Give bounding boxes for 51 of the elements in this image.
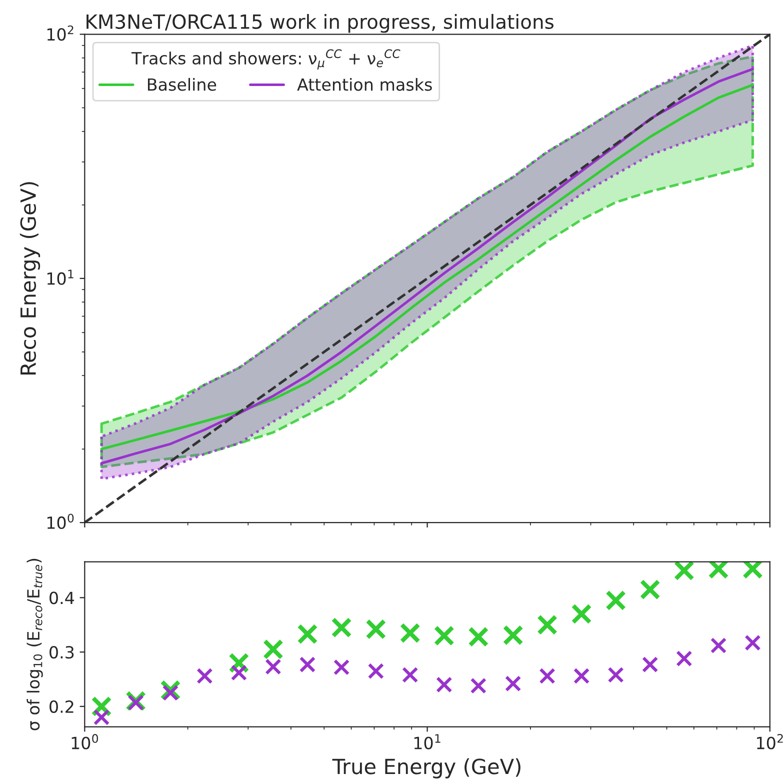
- y-tick-label: 0.4: [50, 592, 74, 604]
- point: [640, 579, 660, 600]
- point: [470, 678, 487, 694]
- point: [744, 634, 761, 651]
- point: [331, 617, 352, 638]
- point: [434, 625, 454, 646]
- point: [502, 624, 524, 646]
- point: [468, 626, 489, 648]
- point: [93, 709, 110, 726]
- point: [366, 618, 386, 640]
- point: [536, 614, 558, 636]
- legend-label: Baseline: [148, 78, 216, 91]
- point: [230, 664, 248, 681]
- point: [710, 637, 727, 654]
- point: [608, 666, 624, 683]
- point: [674, 562, 694, 581]
- x-tick-label: 10$^{0}$: [72, 734, 98, 750]
- point: [571, 604, 592, 624]
- point: [605, 590, 626, 611]
- point: [162, 684, 179, 701]
- point: [196, 668, 213, 684]
- point: [676, 650, 692, 667]
- x-tick-label: 10$^{1}$: [414, 734, 440, 750]
- x-tick-label: 10$^{2}$: [757, 734, 783, 750]
- y-tick-label: 10$^{2}$: [47, 25, 74, 41]
- legend-label: Attention masks: [297, 78, 432, 91]
- point: [297, 624, 318, 644]
- point: [504, 675, 522, 692]
- y-tick-label: 0.3: [50, 646, 74, 659]
- point: [333, 659, 350, 676]
- chart-title: KM3NeT/ORCA115 work in progress, simulations: [86, 14, 554, 33]
- y-axis-title: Reco Energy (GeV): [20, 182, 40, 374]
- point: [368, 662, 384, 680]
- point: [402, 666, 418, 683]
- point: [436, 676, 452, 693]
- legend-title: Tracks and showers: ν$_{μ}$$^{CC}$ + ν$_{e}$$^{CC}$: [131, 49, 400, 70]
- point: [262, 639, 284, 660]
- point: [400, 622, 420, 644]
- point: [573, 668, 590, 684]
- y-axis-title: σ of log$_{10}$ (E$_{reco}$/E$_{true}$): [26, 558, 43, 730]
- point: [642, 656, 658, 673]
- x-axis-title: True Energy (GeV): [332, 758, 520, 778]
- point: [539, 668, 556, 684]
- point: [128, 694, 144, 711]
- point: [299, 656, 316, 673]
- y-tick-label: 10$^{1}$: [47, 270, 74, 285]
- y-tick-label: 10$^{0}$: [47, 514, 74, 530]
- point: [265, 658, 282, 675]
- y-tick-label: 0.2: [50, 700, 74, 713]
- point: [91, 696, 112, 717]
- point: [160, 680, 181, 700]
